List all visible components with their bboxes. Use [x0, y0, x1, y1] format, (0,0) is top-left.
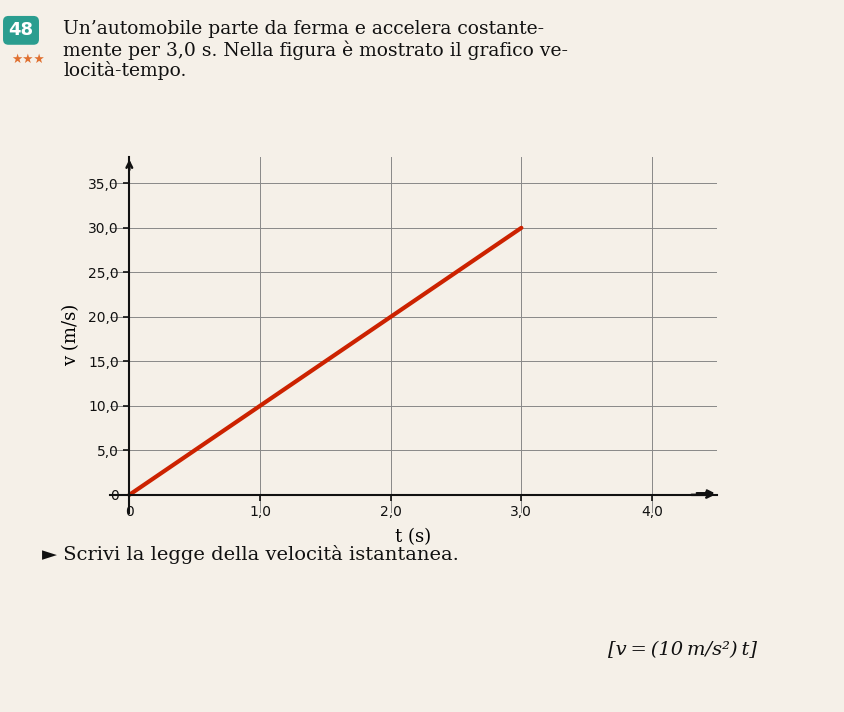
Text: locità-tempo.: locità-tempo.	[63, 61, 187, 80]
Text: [v = (10 m/s²) t]: [v = (10 m/s²) t]	[608, 641, 757, 659]
Text: ★★★: ★★★	[11, 53, 45, 66]
Y-axis label: v (m/s): v (m/s)	[62, 303, 80, 366]
Text: ► Scrivi la legge della velocità istantanea.: ► Scrivi la legge della velocità istanta…	[42, 545, 459, 564]
Text: mente per 3,0 s. Nella figura è mostrato il grafico ve-: mente per 3,0 s. Nella figura è mostrato…	[63, 41, 568, 60]
X-axis label: t (s): t (s)	[396, 528, 431, 545]
Text: Un’automobile parte da ferma e accelera costante-: Un’automobile parte da ferma e accelera …	[63, 20, 544, 38]
Text: 48: 48	[8, 21, 34, 39]
